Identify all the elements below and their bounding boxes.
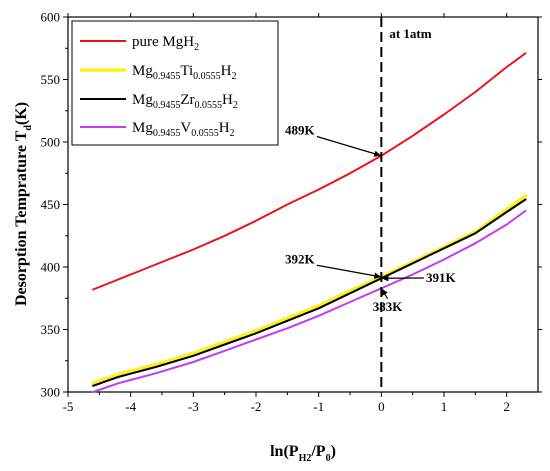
annotation-arrow-1 <box>316 264 382 278</box>
legend-label-v: Mg0.9455V0.0555H2 <box>132 120 235 139</box>
legend-label-ti: Mg0.9455Ti0.0555H2 <box>132 63 237 82</box>
x-tick-label: -4 <box>125 399 136 414</box>
reference-vline-label: at 1atm <box>389 26 431 41</box>
annotation-arrowhead-0 <box>373 150 382 157</box>
x-tick-label: -5 <box>63 399 74 414</box>
annotation-label-2: 391K <box>426 270 457 285</box>
x-tick-label: -1 <box>313 399 324 414</box>
y-tick-label: 350 <box>41 322 61 337</box>
legend-label-pure-mgh2: pure MgH2 <box>132 34 199 53</box>
x-tick-label: -3 <box>188 399 199 414</box>
x-tick-label: 1 <box>441 399 448 414</box>
reference-line-layer: at 1atm <box>380 17 432 392</box>
series-layer <box>91 52 528 393</box>
y-tick-label: 600 <box>41 10 61 25</box>
legend: pure MgH2 Mg0.9455Ti0.0555H2 Mg0.9455Zr0… <box>71 20 279 146</box>
axis-ticks: -5 -4 -3 -2 -1 0 1 2 300 350 400 450 500 550 600 <box>41 10 542 414</box>
x-tick-label: 0 <box>378 399 385 414</box>
annotation-layer: 489K 392K 391K 383K <box>285 123 457 314</box>
annotation-arrowhead-1 <box>373 272 382 279</box>
x-tick-label: -2 <box>251 399 262 414</box>
y-tick-label: 300 <box>41 385 61 400</box>
x-tick-label: 2 <box>503 399 510 414</box>
y-axis-title: Desorption Temprature Td(K) <box>13 102 34 306</box>
annotation-label-3: 383K <box>373 299 404 314</box>
annotation-arrowhead-2 <box>381 275 389 282</box>
annotation-arrowhead-3 <box>381 288 388 296</box>
legend-label-zr: Mg0.9455Zr0.0555H2 <box>132 92 238 111</box>
annotation-label-0: 489K <box>285 123 316 138</box>
x-axis-title: ln(PH2/P0) <box>270 443 336 464</box>
annotation-label-1: 392K <box>285 251 316 266</box>
series-line-1 <box>91 194 528 386</box>
series-line-3 <box>92 209 527 393</box>
series-line-0 <box>92 52 527 291</box>
y-tick-label: 500 <box>41 135 61 150</box>
series-line-2 <box>92 198 527 387</box>
y-tick-label: 400 <box>41 260 61 275</box>
annotation-arrow-0 <box>316 135 382 157</box>
y-tick-label: 550 <box>41 72 61 87</box>
y-tick-label: 450 <box>41 197 61 212</box>
